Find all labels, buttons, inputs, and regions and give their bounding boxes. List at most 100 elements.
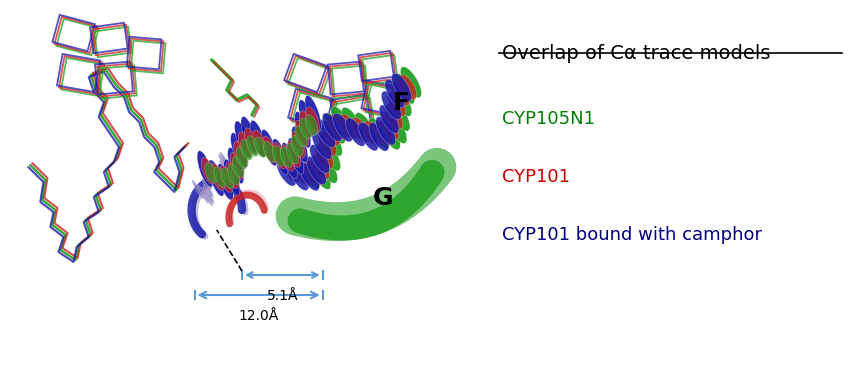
Ellipse shape (341, 107, 363, 138)
Ellipse shape (290, 162, 309, 191)
Bar (335, 98, 375, 136)
Ellipse shape (374, 121, 392, 146)
Ellipse shape (273, 139, 289, 175)
Ellipse shape (240, 139, 253, 160)
Ellipse shape (312, 154, 329, 180)
Ellipse shape (238, 132, 252, 159)
Bar (330, 64, 366, 96)
Ellipse shape (202, 178, 214, 197)
Ellipse shape (323, 113, 342, 142)
Ellipse shape (385, 104, 403, 129)
Ellipse shape (310, 145, 329, 173)
Ellipse shape (329, 114, 347, 139)
Ellipse shape (286, 143, 299, 164)
Ellipse shape (197, 151, 213, 187)
Ellipse shape (316, 119, 335, 147)
Bar (332, 96, 374, 134)
Ellipse shape (220, 176, 232, 196)
Ellipse shape (299, 100, 315, 136)
Ellipse shape (220, 151, 231, 171)
Ellipse shape (394, 73, 415, 104)
Ellipse shape (218, 154, 230, 173)
Ellipse shape (203, 185, 214, 204)
Ellipse shape (222, 168, 234, 189)
Ellipse shape (261, 130, 278, 166)
Ellipse shape (381, 91, 402, 120)
Bar (95, 62, 132, 95)
Bar (292, 93, 337, 131)
Ellipse shape (398, 75, 417, 100)
Ellipse shape (333, 114, 352, 142)
Ellipse shape (380, 115, 399, 140)
Ellipse shape (380, 119, 400, 150)
Ellipse shape (331, 107, 352, 138)
Ellipse shape (305, 160, 323, 185)
Ellipse shape (201, 162, 212, 181)
Ellipse shape (323, 120, 340, 145)
Ellipse shape (247, 136, 259, 157)
Ellipse shape (391, 73, 412, 102)
Bar (56, 19, 98, 55)
Ellipse shape (291, 135, 303, 156)
Ellipse shape (295, 120, 309, 147)
Ellipse shape (282, 157, 301, 182)
Bar (290, 91, 335, 130)
Ellipse shape (221, 168, 233, 187)
Bar (90, 23, 127, 53)
Bar (59, 56, 103, 94)
Ellipse shape (291, 131, 306, 158)
Ellipse shape (287, 141, 301, 168)
Ellipse shape (324, 113, 346, 144)
Ellipse shape (340, 114, 357, 139)
Bar (328, 62, 363, 95)
Ellipse shape (300, 118, 312, 139)
Ellipse shape (234, 121, 250, 157)
Ellipse shape (262, 136, 277, 163)
Ellipse shape (214, 167, 226, 188)
Ellipse shape (312, 131, 332, 159)
Ellipse shape (288, 138, 304, 174)
Ellipse shape (401, 67, 421, 98)
Ellipse shape (363, 121, 382, 146)
Ellipse shape (273, 145, 284, 166)
Bar (54, 17, 97, 53)
Ellipse shape (300, 162, 319, 191)
Ellipse shape (310, 158, 331, 189)
Ellipse shape (317, 152, 338, 183)
Bar (286, 56, 329, 94)
Ellipse shape (292, 126, 308, 162)
Text: F: F (393, 91, 410, 115)
Ellipse shape (208, 160, 224, 196)
Ellipse shape (211, 164, 225, 190)
Ellipse shape (236, 147, 249, 168)
Bar (363, 55, 398, 85)
Ellipse shape (315, 144, 334, 169)
Ellipse shape (201, 157, 215, 184)
Ellipse shape (299, 158, 320, 189)
Ellipse shape (300, 111, 313, 137)
Ellipse shape (255, 137, 267, 158)
Ellipse shape (232, 157, 245, 177)
Ellipse shape (263, 141, 276, 162)
Ellipse shape (358, 122, 379, 151)
Ellipse shape (305, 95, 321, 131)
Bar (362, 81, 401, 115)
Ellipse shape (389, 100, 410, 131)
Ellipse shape (230, 153, 244, 179)
Bar (330, 94, 372, 132)
Ellipse shape (250, 120, 267, 157)
Ellipse shape (219, 160, 231, 179)
Bar (99, 66, 137, 99)
Bar (92, 25, 130, 55)
Text: CYP101: CYP101 (502, 168, 571, 186)
FancyArrowPatch shape (295, 167, 437, 222)
Ellipse shape (295, 126, 307, 147)
Bar (284, 54, 327, 92)
Ellipse shape (222, 174, 233, 193)
Ellipse shape (376, 116, 396, 145)
Text: CYP101 bound with camphor: CYP101 bound with camphor (502, 226, 762, 244)
Ellipse shape (233, 141, 248, 168)
Ellipse shape (245, 128, 258, 155)
Bar (288, 89, 333, 127)
Ellipse shape (385, 79, 405, 108)
